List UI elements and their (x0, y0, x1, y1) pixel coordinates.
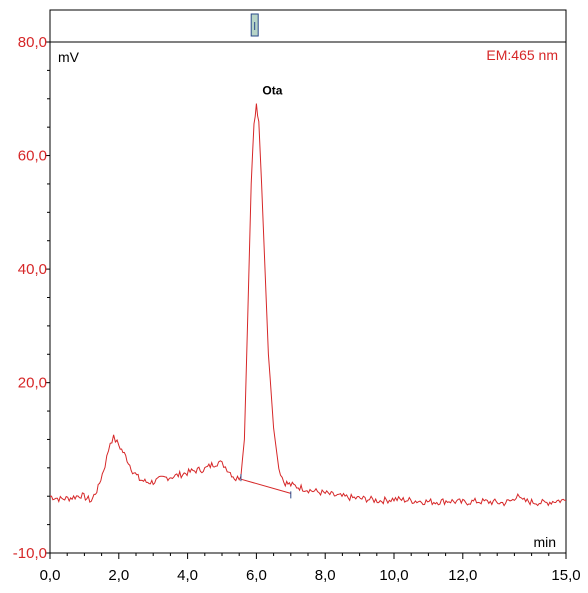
overview-strip (49, 9, 567, 43)
x-tick-label: 0,0 (40, 567, 61, 584)
y-tick-label: 40,0 (18, 261, 47, 278)
series-line (49, 103, 567, 507)
channel-label: EM:465 nm (486, 47, 558, 63)
x-tick-label: 12,0 (448, 567, 477, 584)
x-tick-label: 6,0 (246, 567, 267, 584)
peak-label: Ota (262, 83, 282, 97)
plot-area (49, 41, 567, 554)
x-tick-label: 2,0 (108, 567, 129, 584)
annotation-layer: Ota (262, 83, 282, 97)
x-tick-label: 4,0 (177, 567, 198, 584)
y-tick-label: 80,0 (18, 34, 47, 51)
y-tick-label: -10,0 (13, 545, 47, 562)
x-tick-label: 8,0 (315, 567, 336, 584)
y-axis-label: mV (58, 49, 80, 65)
peak-baseline (240, 478, 291, 494)
x-tick-label: 10,0 (379, 567, 408, 584)
x-axis-ticks: 0,0 2,0 4,0 6,0 8,0 10,0 12,0 15,0 (40, 553, 581, 584)
y-axis-ticks: -10,0 20,0 40,0 60,0 80,0 (13, 34, 50, 562)
y-tick-label: 20,0 (18, 375, 47, 392)
x-tick-label: 15,0 (551, 567, 580, 584)
x-axis-label: min (533, 534, 556, 550)
series-layer (49, 103, 567, 507)
y-tick-label: 60,0 (18, 148, 47, 165)
